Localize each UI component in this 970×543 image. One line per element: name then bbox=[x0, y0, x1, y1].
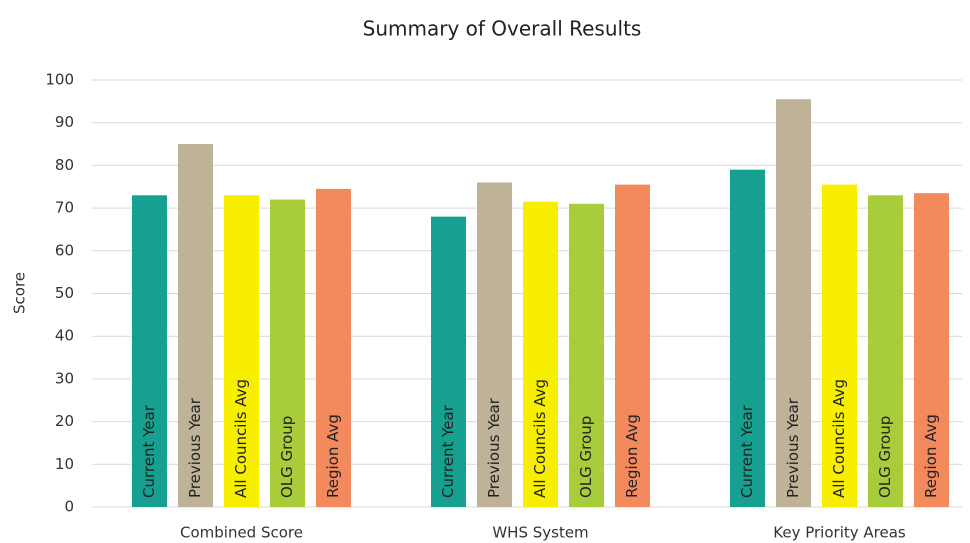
bar bbox=[615, 184, 650, 508]
bar-label: Region Avg bbox=[324, 414, 342, 498]
bar bbox=[132, 195, 167, 508]
bar bbox=[523, 201, 558, 507]
bar-label: Current Year bbox=[439, 404, 457, 498]
bar bbox=[776, 99, 811, 507]
x-tick-label: Combined Score bbox=[180, 524, 303, 542]
bar bbox=[822, 184, 857, 508]
bar-label: All Councils Avg bbox=[232, 379, 250, 498]
y-tick-label: 80 bbox=[55, 156, 74, 174]
bar bbox=[178, 144, 213, 508]
bar bbox=[569, 203, 604, 507]
bar-label: Region Avg bbox=[623, 414, 641, 498]
bar-label: OLG Group bbox=[577, 416, 595, 498]
x-tick-label: Key Priority Areas bbox=[773, 524, 906, 542]
y-tick-label: 90 bbox=[55, 113, 74, 131]
bar bbox=[477, 182, 512, 508]
y-tick-label: 70 bbox=[55, 199, 74, 217]
bar-label: Region Avg bbox=[922, 414, 940, 498]
y-tick-label: 0 bbox=[64, 498, 74, 516]
y-tick-label: 50 bbox=[55, 284, 74, 302]
bar-label: Previous Year bbox=[186, 397, 204, 498]
bar-label: Current Year bbox=[140, 404, 158, 498]
bar bbox=[868, 195, 903, 508]
bar-label: Previous Year bbox=[485, 397, 503, 498]
y-tick-label: 20 bbox=[55, 412, 74, 430]
bar bbox=[431, 216, 466, 507]
bar bbox=[270, 199, 305, 507]
x-tick-label: WHS System bbox=[492, 524, 588, 542]
bar bbox=[914, 193, 949, 507]
chart-title: Summary of Overall Results bbox=[363, 17, 642, 41]
bar-label: All Councils Avg bbox=[830, 379, 848, 498]
bar bbox=[730, 169, 765, 508]
y-tick-label: 30 bbox=[55, 369, 74, 387]
y-tick-label: 10 bbox=[55, 455, 74, 473]
y-tick-label: 40 bbox=[55, 327, 74, 345]
bar-label: OLG Group bbox=[278, 416, 296, 498]
bar-label: All Councils Avg bbox=[531, 379, 549, 498]
y-tick-label: 60 bbox=[55, 241, 74, 259]
y-axis-label: Score bbox=[11, 272, 29, 314]
bar bbox=[224, 195, 259, 508]
bar-label: Current Year bbox=[738, 404, 756, 498]
bar-label: Previous Year bbox=[784, 397, 802, 498]
bar bbox=[316, 188, 351, 507]
y-tick-label: 100 bbox=[45, 71, 74, 89]
bar-label: OLG Group bbox=[876, 416, 894, 498]
